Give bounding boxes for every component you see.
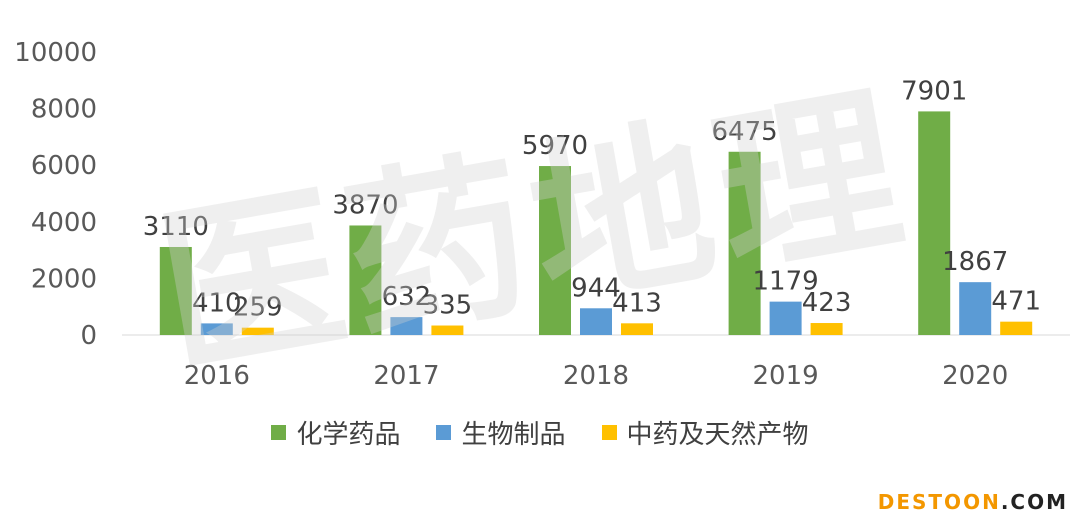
legend-label-chemical: 化学药品 xyxy=(296,419,401,450)
data-label-2020-series-2: 471 xyxy=(991,287,1041,317)
data-label-2016-series-0: 3110 xyxy=(143,212,209,242)
legend-swatch-tcm xyxy=(601,424,617,440)
data-label-2018-series-1: 944 xyxy=(571,273,621,303)
data-label-2020-series-0: 7901 xyxy=(901,76,967,106)
bar-2018-series-0 xyxy=(539,166,571,335)
data-label-2017-series-0: 3870 xyxy=(332,190,398,220)
bar-2016-series-2 xyxy=(241,327,274,335)
data-label-2019-series-2: 423 xyxy=(802,288,852,318)
x-tick-label-2018: 2018 xyxy=(563,361,629,391)
bar-2018-series-1 xyxy=(580,308,612,335)
y-tick-label-2: 4000 xyxy=(31,208,97,238)
bar-2018-series-2 xyxy=(621,323,653,335)
data-label-2016-series-2: 259 xyxy=(233,293,283,323)
x-tick-label-2017: 2017 xyxy=(373,361,439,391)
y-tick-label-5: 10000 xyxy=(14,38,97,68)
bar-2019-series-1 xyxy=(769,301,802,335)
data-label-2016-series-1: 410 xyxy=(192,288,242,318)
brand-suffix: .COM xyxy=(1000,490,1068,514)
bar-2019-series-0 xyxy=(728,151,761,335)
data-label-2018-series-0: 5970 xyxy=(522,131,588,161)
bar-2016-series-0 xyxy=(159,246,192,335)
legend-item-biological: 生物制品 xyxy=(436,414,566,451)
legend-label-tcm: 中药及天然产物 xyxy=(626,419,809,450)
bar-2017-series-0 xyxy=(349,225,382,335)
bar-2020-series-1 xyxy=(959,282,992,335)
y-tick-label-0: 0 xyxy=(80,321,97,351)
data-label-2019-series-0: 6475 xyxy=(712,117,778,147)
brand-logo: DESTOON.COM xyxy=(878,490,1068,514)
x-tick-label-2019: 2019 xyxy=(753,361,819,391)
data-label-2019-series-1: 1179 xyxy=(753,267,819,297)
data-label-2017-series-2: 335 xyxy=(423,291,473,321)
x-tick-label-2016: 2016 xyxy=(184,361,250,391)
bar-2020-series-2 xyxy=(1000,321,1033,335)
bar-2017-series-2 xyxy=(431,325,464,335)
y-tick-label-3: 6000 xyxy=(31,151,97,181)
bar-2019-series-2 xyxy=(810,323,843,335)
data-label-2018-series-2: 413 xyxy=(612,288,662,318)
legend-swatch-chemical xyxy=(271,424,287,440)
legend-item-tcm: 中药及天然产物 xyxy=(601,414,809,451)
y-tick-label-4: 8000 xyxy=(31,95,97,125)
bar-2016-series-1 xyxy=(200,323,233,335)
data-label-2017-series-1: 632 xyxy=(382,282,432,312)
legend-label-biological: 生物制品 xyxy=(461,419,566,450)
legend-swatch-biological xyxy=(436,424,452,440)
y-tick-label-1: 2000 xyxy=(31,264,97,294)
legend-item-chemical: 化学药品 xyxy=(271,414,400,451)
bar-2020-series-0 xyxy=(918,111,951,335)
bar-2017-series-1 xyxy=(390,317,423,335)
x-tick-label-2020: 2020 xyxy=(942,361,1008,391)
brand-main: DESTOON xyxy=(877,490,1001,514)
legend: 化学药品 生物制品 中药及天然产物 xyxy=(0,410,1080,454)
data-label-2020-series-1: 1867 xyxy=(942,247,1008,277)
